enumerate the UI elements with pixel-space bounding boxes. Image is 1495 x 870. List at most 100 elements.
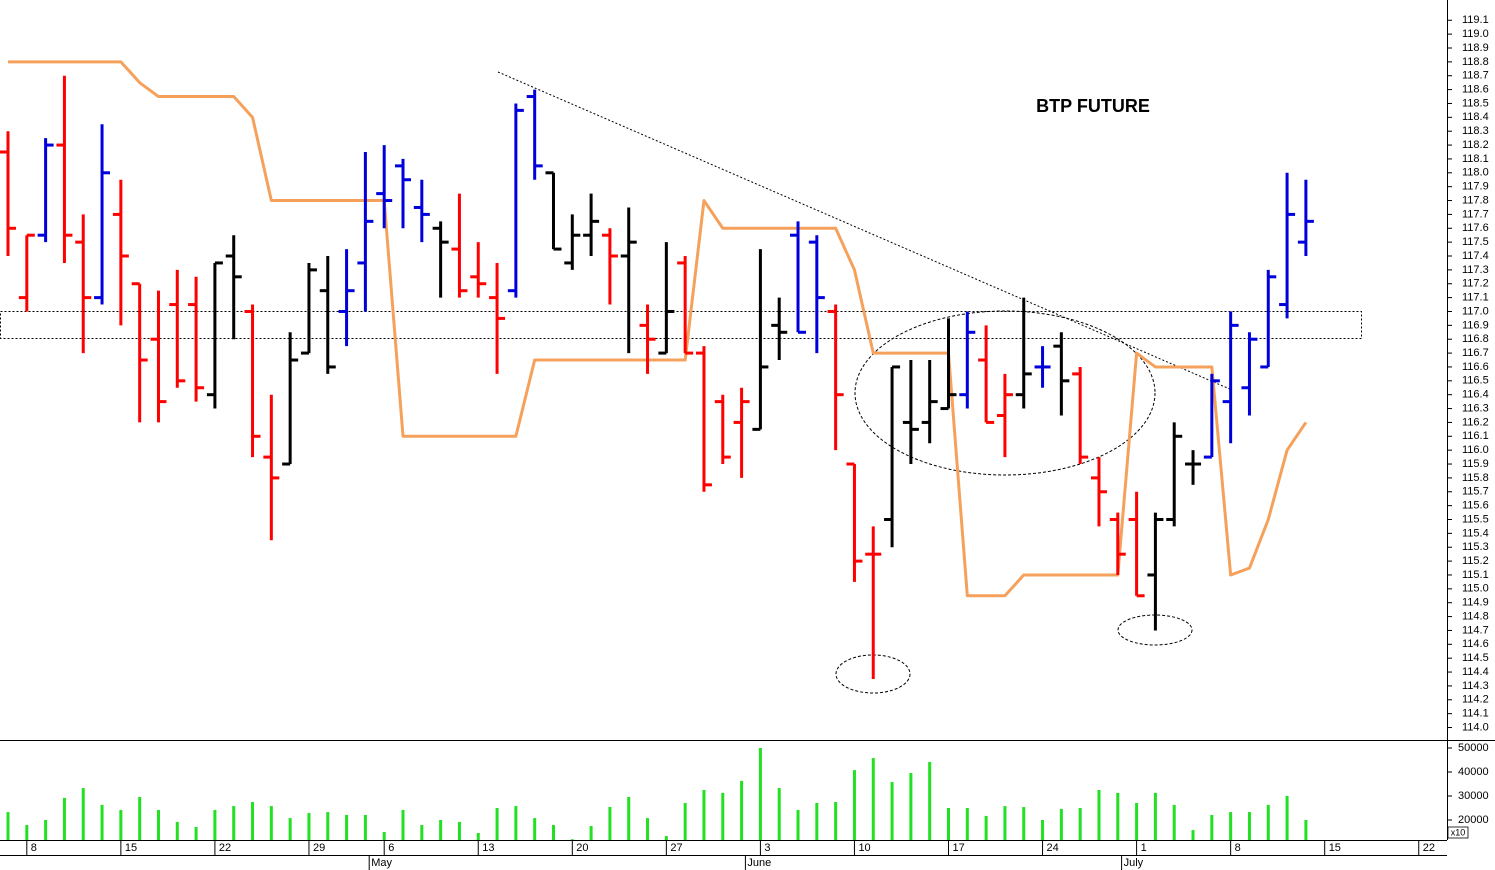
y-tick-label: 119.1 [1462, 14, 1489, 26]
x-tick-label: 10 [858, 842, 870, 854]
y-tick-label: 118.4 [1462, 111, 1489, 123]
volume-bar [890, 782, 894, 840]
y-tick-label: 115.1 [1462, 569, 1489, 581]
volume-unit-label: x10 [1451, 827, 1466, 837]
y-tick-label: 116.1 [1462, 430, 1489, 442]
volume-bar [740, 780, 744, 840]
x-tick-label: 20 [576, 842, 588, 854]
volume-bar [156, 809, 160, 840]
volume-tick-label: 30000 [1458, 790, 1489, 802]
volume-bar [551, 825, 555, 840]
volume-bar [81, 788, 85, 840]
volume-bar [232, 806, 236, 840]
volume-tick-label: 50000 [1458, 742, 1489, 754]
y-tick-label: 118.3 [1462, 125, 1489, 137]
volume-bar [1003, 806, 1007, 840]
volume-bar [307, 813, 311, 840]
y-tick-label: 115.9 [1462, 458, 1489, 470]
volume-bar [871, 758, 875, 840]
volume-bar [702, 790, 706, 840]
month-label: June [747, 857, 771, 869]
y-tick-label: 117.8 [1462, 194, 1489, 206]
y-tick-label: 116.3 [1462, 402, 1489, 414]
volume-bar [1191, 830, 1195, 840]
chart-title: BTP FUTURE [1036, 96, 1150, 116]
volume-bar [1285, 796, 1289, 840]
y-tick-label: 117.1 [1462, 292, 1489, 304]
y-tick-label: 115.7 [1462, 486, 1489, 498]
y-tick-label: 114.3 [1462, 680, 1489, 692]
y-tick-label: 115.3 [1462, 541, 1489, 553]
y-tick-label: 117.9 [1462, 181, 1489, 193]
volume-bar [457, 821, 461, 840]
y-tick-label: 119.0 [1462, 28, 1489, 40]
y-tick-label: 114.9 [1462, 597, 1489, 609]
y-tick-label: 115.0 [1462, 583, 1489, 595]
volume-bar [815, 802, 819, 840]
volume-bar [664, 836, 668, 840]
y-tick-label: 114.8 [1462, 610, 1489, 622]
y-tick-label: 114.6 [1462, 638, 1489, 650]
x-tick-label: 8 [1235, 842, 1241, 854]
volume-bar [1266, 804, 1270, 840]
volume-bar [251, 802, 255, 840]
unit-box [1447, 826, 1469, 839]
volume-bar [288, 818, 292, 840]
y-tick-label: 118.9 [1462, 42, 1489, 54]
volume-bar [758, 747, 762, 840]
x-tick-label: 24 [1047, 842, 1059, 854]
volume-bar [1304, 820, 1308, 840]
volume-bar [194, 826, 198, 840]
y-tick-label: 118.7 [1462, 70, 1489, 82]
volume-bar [420, 825, 424, 840]
x-tick-label: 17 [953, 842, 965, 854]
month-label: July [1124, 857, 1144, 869]
volume-bar [1247, 812, 1251, 840]
volume-bar [514, 806, 518, 840]
y-tick-label: 115.6 [1462, 500, 1489, 512]
volume-bar [533, 818, 537, 840]
x-tick-label: 13 [482, 842, 494, 854]
y-tick-label: 115.5 [1462, 513, 1489, 525]
y-tick-label: 115.8 [1462, 472, 1489, 484]
volume-bar [1116, 792, 1120, 840]
volume-bar [119, 809, 123, 840]
volume-tick-label: 20000 [1458, 814, 1489, 826]
volume-bar [439, 820, 443, 840]
volume-bar [382, 832, 386, 840]
y-tick-label: 114.7 [1462, 624, 1489, 636]
volume-bar [363, 814, 367, 840]
volume-bar [213, 809, 217, 840]
x-tick-label: 8 [31, 842, 37, 854]
y-tick-label: 116.2 [1462, 416, 1489, 428]
resistance-band [0, 311, 1362, 339]
volume-bar [1078, 808, 1082, 840]
volume-bar [326, 812, 330, 840]
y-tick-label: 118.8 [1462, 56, 1489, 68]
volume-bar [909, 772, 913, 840]
volume-bar [683, 802, 687, 840]
volume-bar [100, 804, 104, 840]
y-tick-label: 118.0 [1462, 167, 1489, 179]
y-tick-label: 116.8 [1462, 333, 1489, 345]
volume-bar [175, 821, 179, 840]
volume-bar [1041, 820, 1045, 840]
volume-bar [25, 825, 29, 840]
y-tick-label: 116.6 [1462, 361, 1489, 373]
volume-bar [570, 839, 574, 840]
y-tick-label: 118.1 [1462, 153, 1489, 165]
volume-bar [401, 809, 405, 840]
volume-bar [62, 797, 66, 840]
y-tick-label: 116.9 [1462, 319, 1489, 331]
volume-bar [834, 802, 838, 840]
volume-bar [1172, 804, 1176, 840]
volume-bar [721, 792, 725, 840]
volume-bar [796, 809, 800, 840]
y-tick-label: 117.3 [1462, 264, 1489, 276]
x-tick-label: 22 [219, 842, 231, 854]
x-tick-label: 22 [1423, 842, 1435, 854]
x-tick-label: 15 [1329, 842, 1341, 854]
y-tick-label: 115.2 [1462, 555, 1489, 567]
volume-bar [269, 806, 273, 840]
